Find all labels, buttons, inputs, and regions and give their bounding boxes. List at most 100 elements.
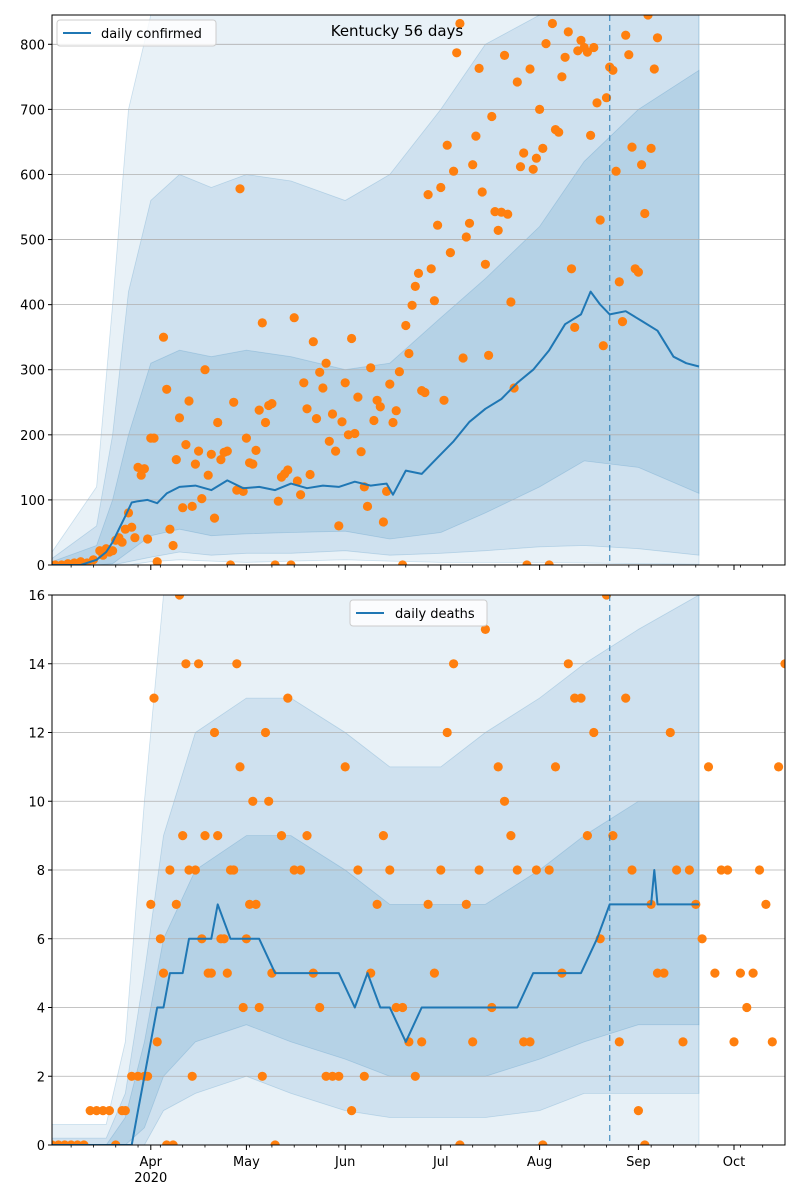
deaths-legend-label: daily deaths bbox=[395, 607, 475, 622]
confirmed-y-tick-label: 0 bbox=[37, 559, 45, 574]
deaths-point bbox=[238, 1002, 248, 1013]
confirmed-point bbox=[398, 560, 408, 565]
confirmed-point bbox=[209, 513, 220, 523]
confirmed-point bbox=[621, 30, 631, 40]
confirmed-point bbox=[149, 433, 159, 443]
deaths-point bbox=[723, 865, 733, 875]
confirmed-point bbox=[327, 409, 338, 419]
confirmed-point bbox=[238, 486, 248, 496]
confirmed-point bbox=[283, 465, 293, 475]
confirmed-point bbox=[334, 521, 344, 531]
confirmed-y-tick-label: 700 bbox=[20, 103, 45, 118]
deaths-point bbox=[589, 727, 599, 738]
confirmed-point bbox=[229, 397, 239, 407]
confirmed-point bbox=[640, 208, 650, 219]
confirmed-y-tick-label: 500 bbox=[20, 234, 45, 249]
deaths-y-tick-label: 8 bbox=[37, 864, 45, 879]
deaths-point bbox=[174, 595, 185, 600]
confirmed-point bbox=[190, 459, 200, 469]
confirmed-point bbox=[130, 533, 140, 543]
confirmed-point bbox=[458, 353, 468, 363]
confirmed-point bbox=[515, 162, 526, 172]
deaths-point bbox=[340, 762, 350, 772]
confirmed-y-tick-label: 200 bbox=[20, 429, 45, 444]
confirmed-point bbox=[624, 50, 634, 60]
deaths-x-tick-label: May bbox=[233, 1155, 260, 1170]
confirmed-point bbox=[296, 490, 306, 500]
confirmed-point bbox=[445, 248, 455, 258]
deaths-point bbox=[640, 1140, 650, 1145]
confirmed-band-outer bbox=[52, 15, 700, 565]
confirmed-point bbox=[452, 48, 462, 58]
confirmed-point bbox=[162, 384, 172, 394]
deaths-point bbox=[104, 1106, 114, 1116]
confirmed-point bbox=[439, 395, 449, 405]
deaths-point bbox=[633, 1106, 644, 1116]
deaths-point bbox=[525, 1037, 535, 1047]
confirmed-point bbox=[378, 517, 388, 527]
deaths-points bbox=[52, 595, 785, 1145]
deaths-point bbox=[98, 1106, 108, 1116]
confirmed-point bbox=[391, 406, 401, 416]
deaths-point bbox=[601, 595, 612, 600]
confirmed-point bbox=[318, 383, 328, 393]
confirmed-point bbox=[554, 127, 564, 137]
confirmed-point bbox=[203, 470, 213, 480]
confirmed-plot-frame bbox=[51, 14, 786, 566]
deaths-point bbox=[563, 659, 573, 669]
confirmed-point bbox=[158, 332, 169, 342]
deaths-point bbox=[327, 1071, 338, 1081]
deaths-point bbox=[184, 865, 194, 875]
deaths-point bbox=[79, 1140, 89, 1145]
confirmed-point bbox=[254, 405, 264, 415]
deaths-x-year-label: 2020 bbox=[134, 1171, 167, 1186]
confirmed-point bbox=[541, 39, 551, 49]
confirmed-point bbox=[216, 455, 226, 465]
confirmed-point bbox=[598, 341, 608, 351]
deaths-point bbox=[436, 865, 446, 875]
confirmed-points bbox=[52, 15, 663, 565]
confirmed-series-line bbox=[52, 290, 700, 565]
deaths-point bbox=[321, 1071, 331, 1081]
deaths-point bbox=[780, 659, 785, 669]
confirmed-point bbox=[595, 215, 605, 225]
confirmed-point bbox=[506, 297, 516, 307]
deaths-point bbox=[582, 831, 593, 841]
confirmed-y-tick-label: 100 bbox=[20, 494, 45, 509]
confirmed-point bbox=[225, 560, 236, 565]
confirmed-point bbox=[270, 560, 280, 565]
confirmed-point bbox=[324, 436, 334, 446]
confirmed-point bbox=[299, 378, 309, 388]
confirmed-point bbox=[614, 277, 624, 287]
confirmed-point bbox=[168, 540, 178, 551]
deaths-point bbox=[608, 831, 618, 841]
confirmed-point bbox=[627, 142, 637, 152]
confirmed-point bbox=[566, 264, 577, 274]
confirmed-point bbox=[646, 143, 656, 153]
confirmed-point bbox=[433, 220, 443, 230]
confirmed-point bbox=[181, 440, 191, 450]
confirmed-point bbox=[484, 350, 494, 360]
deaths-point bbox=[461, 899, 471, 910]
deaths-point bbox=[181, 659, 191, 669]
deaths-point bbox=[165, 865, 175, 875]
deaths-y-tick-label: 12 bbox=[28, 727, 45, 742]
confirmed-point bbox=[474, 63, 484, 73]
confirmed-x-axis bbox=[70, 565, 764, 570]
confirmed-point bbox=[213, 417, 223, 428]
deaths-point bbox=[187, 1071, 197, 1081]
deaths-point bbox=[398, 1002, 408, 1013]
deaths-point bbox=[254, 1002, 264, 1013]
deaths-point bbox=[353, 865, 363, 875]
confirmed-point bbox=[356, 447, 366, 457]
deaths-point bbox=[133, 1071, 143, 1081]
deaths-point bbox=[372, 899, 382, 910]
confirmed-point bbox=[407, 300, 417, 310]
confirmed-point bbox=[413, 268, 424, 278]
confirmed-legend: daily confirmed bbox=[56, 19, 217, 47]
deaths-point bbox=[257, 1071, 267, 1081]
confirmed-point bbox=[206, 449, 216, 459]
deaths-point bbox=[385, 865, 395, 875]
deaths-point bbox=[659, 968, 669, 978]
confirmed-point bbox=[315, 367, 325, 377]
